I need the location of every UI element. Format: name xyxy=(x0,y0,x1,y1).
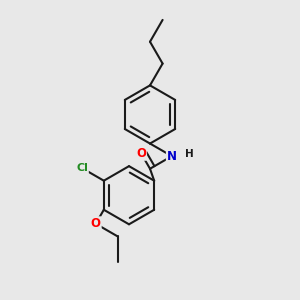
Text: N: N xyxy=(167,150,177,163)
Text: O: O xyxy=(91,217,101,230)
Text: Cl: Cl xyxy=(76,163,88,173)
Text: O: O xyxy=(136,147,146,160)
Text: H: H xyxy=(185,148,194,159)
